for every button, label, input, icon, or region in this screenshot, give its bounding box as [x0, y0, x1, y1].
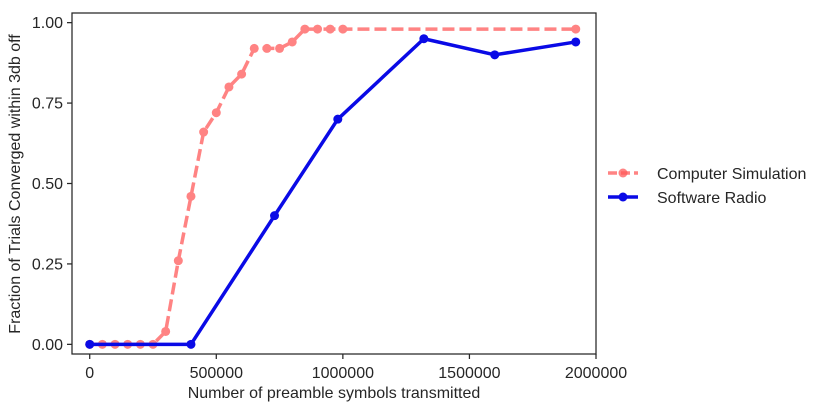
x-tick-label: 0: [85, 365, 94, 382]
data-point-software-radio: [186, 339, 196, 349]
legend-marker-software-radio: [618, 192, 628, 202]
data-point-computer-simulation: [571, 24, 581, 34]
data-point-computer-simulation: [325, 24, 335, 34]
data-point-computer-simulation: [161, 326, 171, 336]
data-point-computer-simulation: [173, 256, 183, 266]
data-point-software-radio: [333, 114, 343, 124]
data-point-computer-simulation: [338, 24, 348, 34]
data-point-software-radio: [490, 50, 500, 60]
y-tick-label: 0.25: [32, 256, 63, 273]
series-computer-simulation: [85, 24, 581, 349]
series-line-computer-simulation: [89, 27, 576, 347]
data-point-computer-simulation: [224, 82, 234, 92]
data-point-computer-simulation: [199, 127, 209, 137]
y-axis: 0.00 0.25 0.50 0.75 1.00: [32, 15, 72, 354]
series-layer: [85, 24, 581, 349]
x-tick-label: 1500000: [438, 365, 500, 382]
legend: Computer Simulation Software Radio: [608, 166, 806, 207]
x-tick-label: 2000000: [565, 365, 627, 382]
x-axis: 0 500000 1000000 1500000 2000000: [85, 354, 627, 382]
data-point-software-radio: [85, 339, 95, 349]
y-tick-label: 0.00: [32, 337, 63, 354]
y-tick-label: 0.75: [32, 96, 63, 113]
legend-marker-computer-simulation: [618, 168, 628, 178]
data-point-software-radio: [270, 211, 280, 221]
data-point-computer-simulation: [186, 191, 196, 201]
data-point-computer-simulation: [262, 43, 272, 53]
y-axis-label: Fraction of Trials Converged within 3db …: [7, 34, 24, 334]
data-point-computer-simulation: [287, 37, 297, 47]
data-point-computer-simulation: [211, 108, 221, 118]
series-line-software-radio: [89, 36, 577, 347]
data-point-computer-simulation: [313, 24, 323, 34]
x-tick-label: 1000000: [312, 365, 374, 382]
data-point-computer-simulation: [300, 24, 310, 34]
plot-frame: [71, 12, 597, 355]
data-point-computer-simulation: [249, 43, 259, 53]
data-point-software-radio: [571, 37, 581, 47]
x-tick-label: 500000: [190, 365, 243, 382]
x-axis-label: Number of preamble symbols transmitted: [188, 385, 481, 402]
series-software-radio: [85, 34, 581, 349]
y-tick-label: 1.00: [32, 15, 63, 32]
legend-label-software-radio: Software Radio: [657, 190, 766, 207]
data-point-computer-simulation: [237, 69, 247, 79]
data-point-computer-simulation: [275, 43, 285, 53]
y-tick-label: 0.50: [32, 176, 63, 193]
data-point-software-radio: [419, 34, 429, 44]
legend-label-computer-simulation: Computer Simulation: [657, 166, 806, 183]
